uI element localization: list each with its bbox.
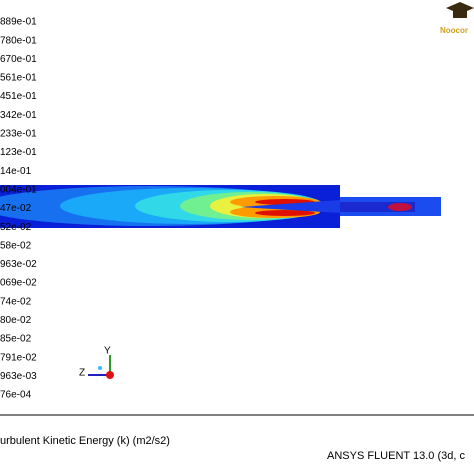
legend-label: 780e-01 [0, 35, 37, 46]
legend-label: 76e-04 [0, 390, 32, 401]
legend-label: 123e-01 [0, 147, 37, 158]
legend-label: 889e-01 [0, 17, 37, 28]
legend-label: 58e-02 [0, 240, 32, 251]
logo-text: Noocor [440, 26, 468, 35]
legend-label: 963e-02 [0, 259, 37, 270]
legend-label: 74e-02 [0, 296, 32, 307]
axis-z-label: Z [79, 368, 85, 379]
legend: 889e-01 780e-01 670e-01 561e-01 451e-01 342e-… [0, 17, 37, 401]
quantity-label: urbulent Kinetic Energy (k) (m2/s2) [0, 435, 170, 447]
legend-label: 80e-02 [0, 315, 32, 326]
contour [0, 185, 441, 228]
legend-label: 342e-01 [0, 110, 37, 121]
legend-label: 14e-01 [0, 166, 32, 177]
software-label: ANSYS FLUENT 13.0 (3d, c [327, 450, 465, 462]
legend-label: 85e-02 [0, 334, 32, 345]
legend-label: 069e-02 [0, 278, 37, 289]
legend-label: 963e-03 [0, 371, 37, 382]
legend-label: 004e-01 [0, 184, 37, 195]
legend-label: 52e-02 [0, 222, 32, 233]
legend-label: 233e-01 [0, 129, 37, 140]
axis-triad: Y Z [79, 346, 114, 379]
axis-y-label: Y [104, 346, 111, 357]
legend-label: 561e-01 [0, 73, 37, 84]
legend-label: 451e-01 [0, 91, 37, 102]
legend-label: 670e-01 [0, 54, 37, 65]
logo: Noocor [440, 2, 474, 35]
legend-label: 791e-02 [0, 352, 37, 363]
legend-label: 47e-02 [0, 203, 32, 214]
